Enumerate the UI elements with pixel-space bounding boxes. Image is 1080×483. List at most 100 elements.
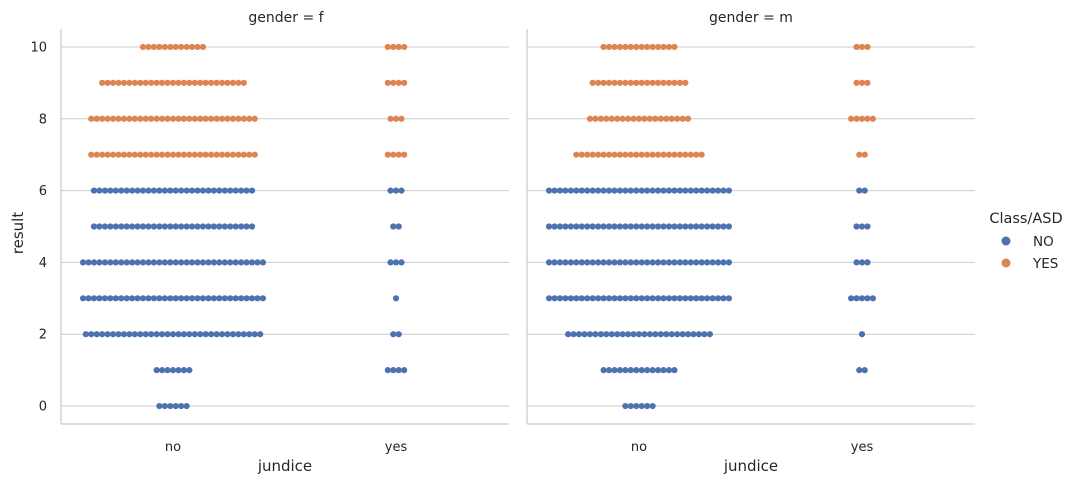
data-point [616, 151, 624, 158]
data-point [150, 259, 158, 266]
legend: Class/ASD NO YES [989, 211, 1062, 272]
data-point [199, 295, 207, 302]
data-point [88, 151, 95, 158]
data-point [88, 331, 95, 338]
data-point [178, 43, 185, 51]
data-point [671, 79, 678, 86]
data-point [197, 331, 204, 338]
data-point [671, 151, 678, 158]
data-point [392, 295, 400, 302]
data-point [227, 223, 234, 230]
x-tick-label-m-yes: yes [851, 440, 874, 455]
data-point [191, 115, 198, 122]
data-point [630, 115, 637, 122]
data-point [142, 115, 149, 122]
data-point [169, 331, 177, 338]
data-point [622, 259, 629, 266]
data-point [676, 223, 683, 230]
data-point [218, 79, 226, 86]
data-point [605, 43, 613, 51]
data-point [172, 295, 179, 302]
data-point [603, 331, 610, 338]
data-point [101, 295, 108, 302]
data-point [243, 295, 250, 302]
data-point [137, 79, 144, 86]
data-point [390, 79, 397, 86]
data-point [186, 151, 193, 158]
data-point [164, 331, 171, 338]
data-point [161, 223, 168, 230]
data-point [131, 79, 138, 86]
data-point [390, 43, 397, 51]
data-point [202, 115, 209, 122]
data-point [676, 295, 683, 302]
data-point [660, 367, 667, 374]
data-point [129, 259, 136, 266]
data-point [698, 259, 705, 266]
data-point [161, 295, 168, 302]
data-point [145, 259, 152, 266]
legend-label-yes: YES [1032, 256, 1058, 272]
data-point [858, 79, 866, 86]
data-point [611, 223, 618, 230]
data-point [592, 115, 599, 122]
data-point [635, 331, 643, 338]
data-point [161, 43, 168, 51]
data-point [123, 295, 130, 302]
data-point [243, 187, 250, 194]
data-point [665, 43, 673, 51]
data-point [605, 367, 613, 374]
data-point [384, 367, 391, 374]
data-point [246, 115, 253, 122]
data-point [194, 187, 201, 194]
data-point [180, 151, 187, 158]
data-point [109, 331, 117, 338]
data-point [652, 331, 659, 338]
data-point [638, 295, 645, 302]
data-point [188, 295, 196, 302]
data-point [191, 151, 198, 158]
data-point [622, 402, 629, 410]
data-point [142, 151, 149, 158]
data-point [112, 187, 119, 194]
data-point [622, 151, 629, 158]
data-point [398, 115, 405, 122]
data-point [622, 295, 629, 302]
data-point [654, 259, 662, 266]
data-point [199, 259, 207, 266]
data-point [638, 43, 645, 51]
data-point [96, 223, 103, 230]
data-point [614, 115, 621, 122]
data-point [714, 223, 722, 230]
data-point [120, 331, 128, 338]
data-point [218, 115, 226, 122]
data-point [695, 331, 703, 338]
data-point [853, 295, 860, 302]
legend-marker-yes [1001, 258, 1011, 268]
data-point [657, 331, 664, 338]
data-point [633, 187, 640, 194]
data-point [597, 115, 604, 122]
data-point [112, 223, 119, 230]
data-point [660, 259, 667, 266]
data-point [622, 43, 629, 51]
data-point [665, 223, 673, 230]
data-point [118, 223, 125, 230]
data-point [853, 223, 860, 230]
data-point [93, 115, 100, 122]
data-point [164, 79, 171, 86]
data-point [188, 223, 196, 230]
data-point [856, 187, 863, 194]
data-point [633, 79, 640, 86]
data-point [139, 259, 147, 266]
data-point [390, 331, 397, 338]
data-point [229, 331, 237, 338]
data-point [153, 151, 160, 158]
data-point [597, 331, 604, 338]
data-point [148, 151, 155, 158]
data-point [605, 151, 613, 158]
data-point [183, 295, 190, 302]
data-point [671, 259, 678, 266]
data-point [864, 43, 871, 51]
data-point [654, 79, 662, 86]
